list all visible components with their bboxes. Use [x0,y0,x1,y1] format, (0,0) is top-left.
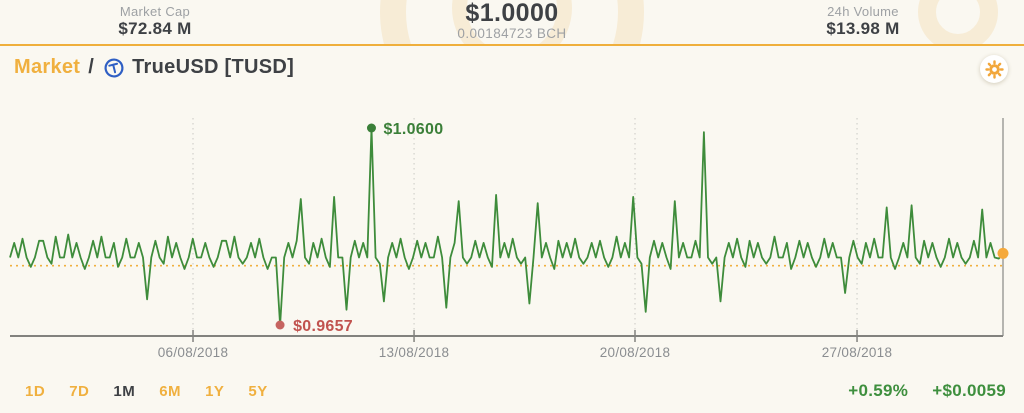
market-cap-stat: Market Cap $72.84 M [55,4,255,39]
volume-label: 24h Volume [827,4,899,19]
change-percent: +0.59% [848,381,909,400]
min-point-dot [275,320,285,330]
axis-tick-label: 13/08/2018 [379,345,450,360]
price-usd-value: $1.0000 [465,0,559,27]
page-title: TrueUSD [TUSD] [132,56,295,78]
range-button-7d[interactable]: 7D [69,383,90,400]
max-point-label: $1.0600 [383,121,443,138]
price-chart-svg[interactable]: 06/08/2018 13/08/2018 20/08/2018 27/08/2018… [0,95,1024,370]
trueusd-coin-icon [104,58,124,77]
price-line [9,127,1004,326]
axis-tick-label: 27/08/2018 [822,345,893,360]
price-chart[interactable]: 06/08/2018 13/08/2018 20/08/2018 27/08/2018… [0,95,1024,370]
breadcrumb-separator: / [88,56,95,78]
range-button-1y[interactable]: 1Y [205,383,225,400]
max-point-dot [366,123,376,133]
time-range-selector: 1D 7D 1M 6M 1Y 5Y [25,383,268,400]
volume-value: $13.98 M [826,19,900,38]
range-button-1d[interactable]: 1D [25,383,46,400]
breadcrumb: Market / TrueUSD [TUSD] [14,56,294,79]
breadcrumb-market-link[interactable]: Market [14,56,81,78]
stats-bar: Market Cap $72.84 M $1.0000 0.00184723 B… [0,0,1024,46]
market-cap-label: Market Cap [119,4,191,19]
range-button-5y[interactable]: 5Y [248,383,268,400]
price-bch-value: 0.00184723 BCH [457,26,567,41]
last-price-dot [997,247,1009,259]
volume-stat: 24h Volume $13.98 M [763,4,963,39]
page-header: Market / TrueUSD [TUSD] [0,48,1024,90]
chart-gridlines [192,118,858,336]
price-change: +0.59% +$0.0059 [848,381,1006,401]
x-axis-ticks: 06/08/2018 13/08/2018 20/08/2018 27/08/2018 [158,330,893,360]
axis-tick-label: 20/08/2018 [600,345,671,360]
settings-button[interactable] [980,55,1008,83]
gear-icon [984,59,1004,79]
change-value: +$0.0059 [932,381,1006,400]
min-point-label: $0.9657 [293,318,353,335]
range-button-1m[interactable]: 1M [113,383,136,400]
axis-tick-label: 06/08/2018 [158,345,229,360]
price-stat: $1.0000 0.00184723 BCH [387,0,637,41]
range-button-6m[interactable]: 6M [159,383,182,400]
market-cap-value: $72.84 M [118,19,192,38]
